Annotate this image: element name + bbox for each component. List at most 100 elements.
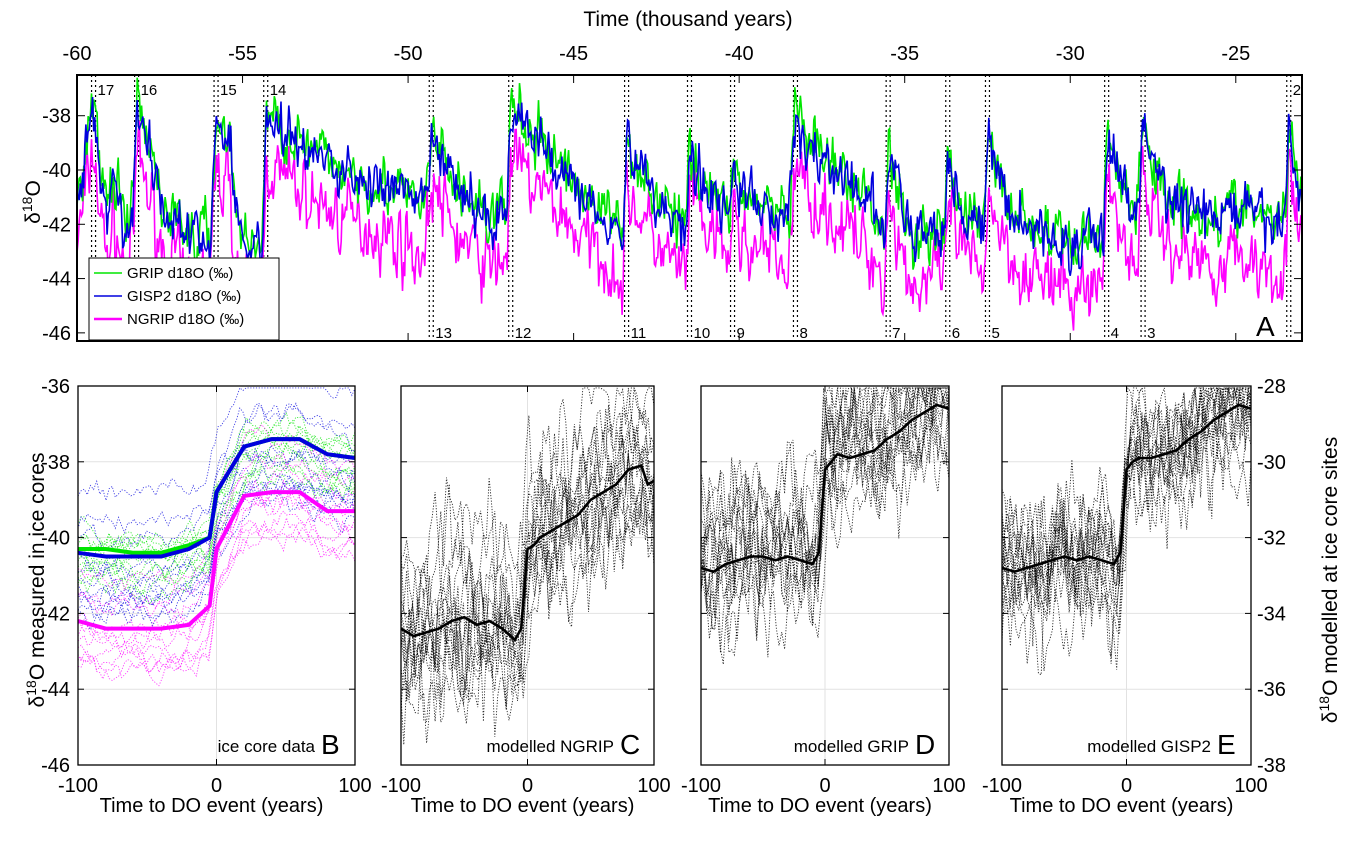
panel-b: δ18O measured in ice cores -100 0 100 -36 -3…	[23, 376, 372, 817]
ensemble-line	[700, 386, 949, 546]
panel-b-ylabel-base: δ	[26, 696, 49, 708]
panel-a-top-axis-label: Time (thousand years)	[583, 8, 792, 31]
panel-b-ytick-label: -46	[41, 755, 70, 777]
ensemble-line	[700, 387, 950, 624]
event-label-16: 16	[141, 82, 158, 99]
ensemble-line	[77, 471, 356, 605]
ensemble-line	[700, 387, 950, 639]
legend-label-gisp2: GISP2 d18O (‰)	[127, 288, 241, 305]
event-label-14: 14	[270, 82, 287, 99]
mean-line-mean	[400, 463, 655, 642]
panel-a-xtick-label: -45	[559, 43, 588, 65]
panel-e-ylabel-sup: 18	[1316, 696, 1332, 712]
panel-c: -100 0 100 modelled NGRIP C Time to DO event …	[381, 385, 671, 817]
panel-e-xtick-label: -100	[982, 775, 1022, 797]
panel-a-ylabel-sup: 18	[19, 196, 35, 212]
panel-b-ensemble	[77, 387, 356, 687]
panel-b-grid	[78, 386, 355, 765]
ensemble-line	[1001, 386, 1252, 606]
ensemble-line	[700, 387, 949, 535]
ensemble-line	[77, 488, 356, 645]
panel-b-annotation: ice core data	[218, 737, 316, 756]
ensemble-line	[77, 402, 356, 534]
panel-a: Time (thousand years) δ18O 17 16 15 14 13 12 1…	[19, 8, 1303, 345]
series-line-gisp2	[76, 96, 1303, 276]
panel-c-xtick-label: 100	[637, 775, 670, 797]
panel-e-ytick-label: -38	[1257, 755, 1286, 777]
panel-a-ytick-label: -40	[42, 160, 71, 182]
panel-b-ytick-label: -36	[41, 376, 70, 398]
panel-b-xtick-label: -100	[58, 775, 98, 797]
panel-a-ytick-label: -42	[42, 214, 71, 236]
panel-d-xtick-label: 0	[819, 775, 830, 797]
event-label-10: 10	[694, 325, 711, 342]
event-label-6: 6	[952, 325, 960, 342]
panel-e-ytick-label: -32	[1257, 528, 1286, 550]
ensemble-line	[77, 442, 356, 569]
ensemble-line	[700, 387, 950, 618]
ensemble-line	[77, 516, 356, 674]
ensemble-line	[77, 469, 356, 608]
panel-e-ytick-label: -28	[1257, 376, 1286, 398]
mean-line-mean	[700, 403, 950, 574]
ensemble-line	[400, 387, 655, 624]
event-label-3: 3	[1147, 325, 1155, 342]
series-line-grip	[76, 77, 1303, 275]
ensemble-line	[77, 387, 356, 503]
panel-a-frame	[76, 74, 1303, 342]
mean-line-mean	[1001, 403, 1252, 574]
panel-d-grid	[701, 386, 949, 765]
event-label-9: 9	[737, 325, 745, 342]
panel-a-ytick-label: -38	[42, 106, 71, 128]
panel-c-xtick-label: 0	[522, 775, 533, 797]
panel-d-label: D	[915, 729, 935, 760]
panel-a-ytick-label: -46	[42, 323, 71, 345]
ensemble-line	[1001, 387, 1251, 607]
series-line-ngrip	[76, 120, 1303, 331]
ensemble-line	[1001, 405, 1252, 671]
panel-a-xtick-label: -35	[890, 43, 919, 65]
panel-c-xtick-label: -100	[381, 775, 421, 797]
mean-line-ngrip	[77, 490, 355, 631]
panel-e-xtick-label: 0	[1121, 775, 1132, 797]
panel-a-series	[76, 77, 1303, 331]
ensemble-line	[400, 457, 655, 707]
panel-a-label: A	[1256, 311, 1275, 342]
ensemble-line	[77, 403, 356, 551]
panel-d-xtick-label: 100	[932, 775, 965, 797]
panel-c-xlabel: Time to DO event (years)	[411, 795, 635, 817]
panel-d-xlabel: Time to DO event (years)	[708, 795, 932, 817]
panel-a-axes: -60 -55 -50 -45 -40 -35 -30 -25 -38 -40 -42 -44 -46	[42, 43, 1303, 345]
ensemble-line	[700, 387, 950, 616]
panel-b-ylabel-sup: 18	[23, 680, 39, 696]
panel-a-ylabel-tail: O	[22, 180, 45, 196]
panel-a-xtick-label: -55	[228, 43, 257, 65]
panel-e-ylabel: δ18O modelled at ice core sites	[1316, 437, 1342, 723]
event-label-12: 12	[515, 325, 532, 342]
panel-b-ylabel-tail: O measured in ice cores	[26, 453, 49, 681]
panel-e-ylabel-tail: O modelled at ice core sites	[1319, 437, 1342, 696]
panel-d: -100 0 100 modelled GRIP D Time to DO event (…	[681, 385, 966, 817]
ensemble-line	[700, 387, 950, 653]
ensemble-line	[1001, 386, 1251, 615]
legend-label-ngrip: NGRIP d18O (‰)	[127, 311, 244, 328]
ensemble-line	[77, 453, 356, 610]
panel-a-ylabel: δ18O	[19, 180, 45, 224]
panel-e-ytick-label: -36	[1257, 679, 1286, 701]
panel-a-xtick-label: -40	[725, 43, 754, 65]
panel-b-ytick-label: -40	[41, 528, 70, 550]
mean-line-gisp2	[77, 437, 356, 559]
panel-e: δ18O modelled at ice core sites -100 0 100…	[982, 376, 1342, 817]
panel-e-ytick-label: -34	[1257, 603, 1286, 625]
ensemble-line	[700, 387, 949, 595]
event-label-2: 2	[1293, 82, 1301, 99]
panel-c-grid	[401, 386, 654, 765]
ensemble-line	[77, 510, 356, 674]
panel-e-ytick-label: -30	[1257, 452, 1286, 474]
panel-b-ytick-label: -44	[41, 679, 70, 701]
panel-e-means	[1001, 403, 1252, 574]
panel-e-ylabel-base: δ	[1319, 712, 1342, 724]
event-label-15: 15	[220, 82, 237, 99]
ensemble-line	[400, 463, 655, 744]
ensemble-line	[1001, 386, 1252, 647]
